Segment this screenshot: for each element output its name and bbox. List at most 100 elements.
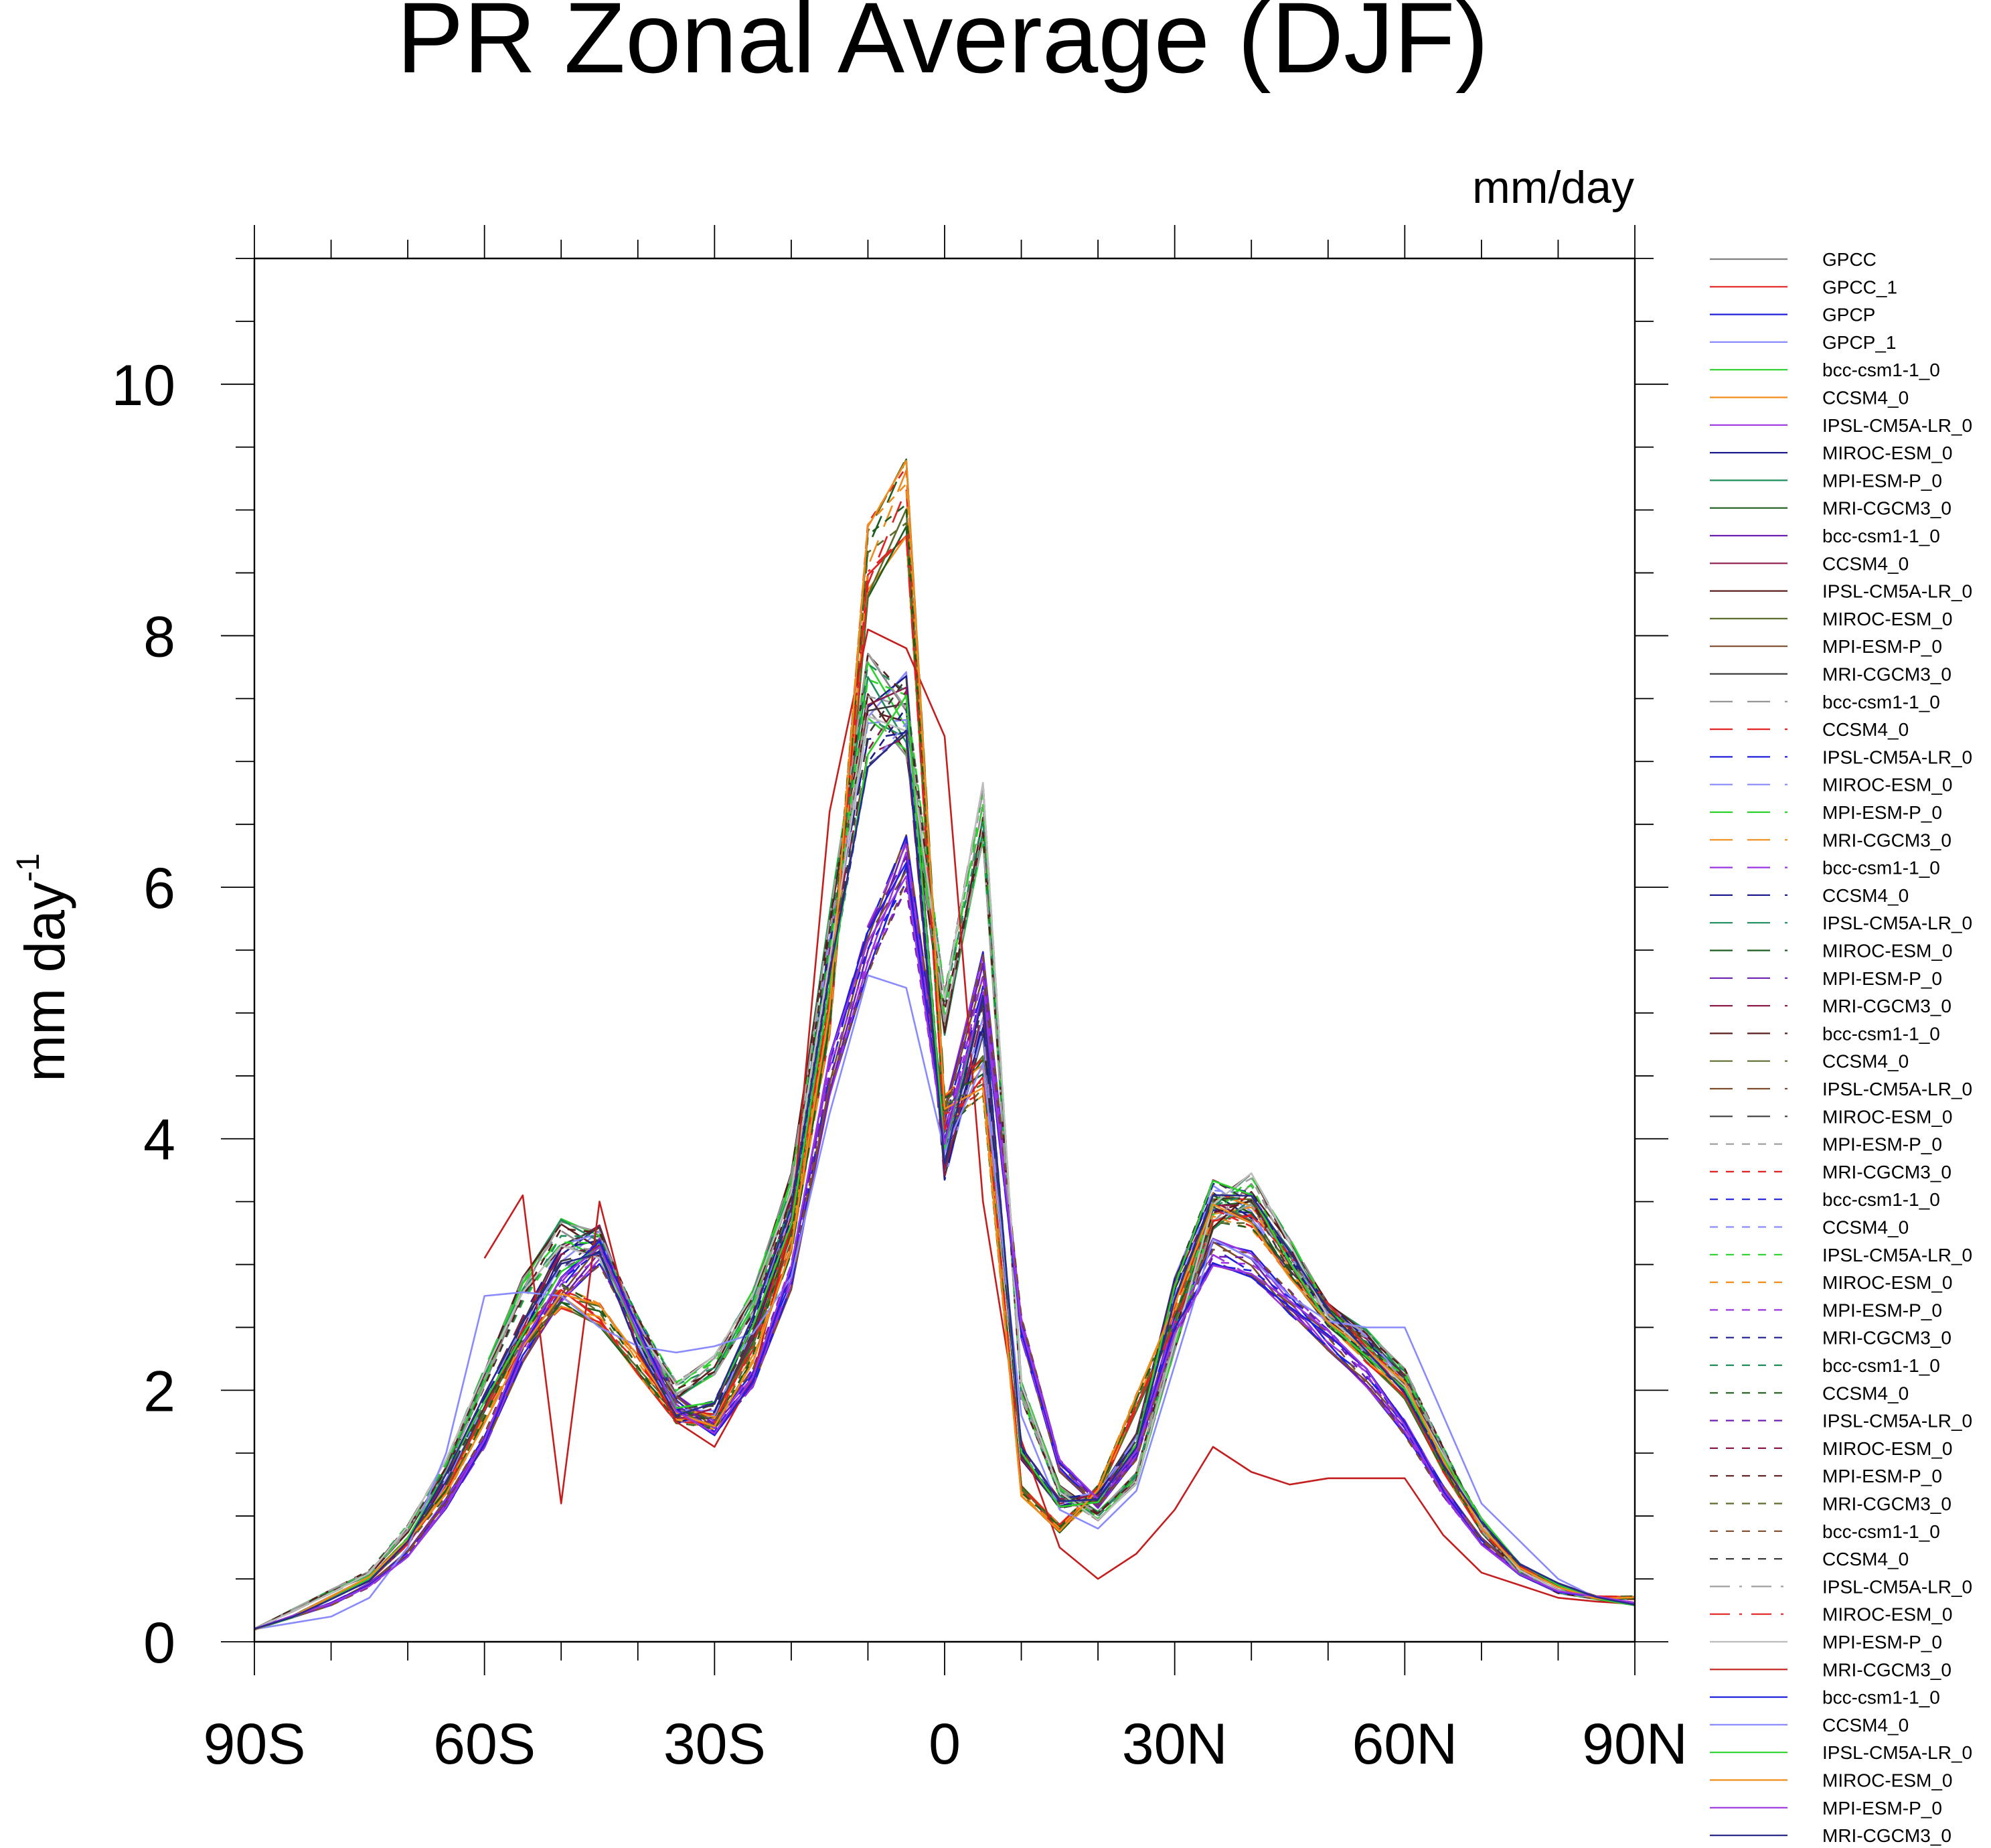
y-tick-label: 6 [143, 856, 175, 921]
legend-label: IPSL-CM5A-LR_0 [1822, 1079, 1972, 1099]
legend-label: bcc-csm1-1_0 [1822, 1521, 1940, 1542]
legend-label: CCSM4_0 [1822, 1715, 1909, 1736]
legend-label: CCSM4_0 [1822, 1217, 1909, 1238]
legend-label: CCSM4_0 [1822, 719, 1909, 740]
series-line [254, 737, 1635, 1630]
x-tick-label: 30S [663, 1712, 766, 1776]
legend-label: bcc-csm1-1_0 [1822, 1189, 1940, 1210]
legend-label: MIROC-ESM_0 [1822, 1770, 1952, 1791]
legend-label: MIROC-ESM_0 [1822, 941, 1952, 961]
legend-label: MRI-CGCM3_0 [1822, 1328, 1952, 1349]
legend-label: MIROC-ESM_0 [1822, 609, 1952, 629]
legend-label: MPI-ESM-P_0 [1822, 1798, 1942, 1819]
x-tick-label: 30N [1122, 1712, 1228, 1776]
legend-label: CCSM4_0 [1822, 388, 1909, 408]
legend-label: MRI-CGCM3_0 [1822, 830, 1952, 850]
series-layer [254, 457, 1635, 1631]
legend-label: IPSL-CM5A-LR_0 [1822, 913, 1972, 933]
legend-label: bcc-csm1-1_0 [1822, 526, 1940, 546]
legend-label: MIROC-ESM_0 [1822, 1438, 1952, 1459]
series-line [254, 835, 1635, 1630]
legend-label: bcc-csm1-1_0 [1822, 858, 1940, 878]
x-tick-label: 90N [1582, 1712, 1688, 1776]
series-line [254, 715, 1635, 1630]
series-line [254, 522, 1635, 1630]
legend-label: GPCC [1822, 249, 1877, 270]
y-tick-label: 10 [111, 354, 175, 418]
series-line [254, 678, 1635, 1631]
units-label: mm/day [1472, 162, 1634, 213]
legend-label: IPSL-CM5A-LR_0 [1822, 581, 1972, 602]
series-line [254, 504, 1635, 1630]
y-axis-title: mm day-1 [11, 853, 76, 1081]
series-line [254, 875, 1635, 1630]
x-tick-label: 60S [433, 1712, 536, 1776]
legend-label: MIROC-ESM_0 [1822, 1272, 1952, 1293]
legend-label: bcc-csm1-1_0 [1822, 1355, 1940, 1376]
y-tick-label: 0 [143, 1611, 175, 1675]
legend-label: MIROC-ESM_0 [1822, 775, 1952, 795]
legend-label: bcc-csm1-1_0 [1822, 1687, 1940, 1708]
series-line [254, 731, 1635, 1630]
legend-label: MIROC-ESM_0 [1822, 443, 1952, 463]
series-line [254, 459, 1635, 1630]
legend-label: IPSL-CM5A-LR_0 [1822, 1742, 1972, 1763]
legend-label: GPCC_1 [1822, 277, 1897, 297]
legend-label: bcc-csm1-1_0 [1822, 360, 1940, 380]
legend-label: CCSM4_0 [1822, 553, 1909, 574]
legend-label: MPI-ESM-P_0 [1822, 968, 1942, 989]
series-line [254, 729, 1635, 1630]
legend-label: CCSM4_0 [1822, 1549, 1909, 1569]
y-tick-label: 4 [143, 1108, 175, 1172]
y-tick-label: 8 [143, 605, 175, 669]
series-line [254, 717, 1635, 1630]
legend-label: MPI-ESM-P_0 [1822, 1134, 1942, 1155]
legend-label: MRI-CGCM3_0 [1822, 996, 1952, 1016]
legend-label: MIROC-ESM_0 [1822, 1106, 1952, 1127]
y-axis-title-superscript: -1 [11, 853, 46, 882]
legend-label: bcc-csm1-1_0 [1822, 692, 1940, 712]
x-tick-label: 60N [1352, 1712, 1457, 1776]
x-tick-labels: 90S 60S 30S 0 30N 60N 90N [203, 1712, 1687, 1776]
legend-label: bcc-csm1-1_0 [1822, 1023, 1940, 1044]
series-line [254, 694, 1635, 1630]
legend-label: IPSL-CM5A-LR_0 [1822, 1245, 1972, 1265]
legend-label: MRI-CGCM3_0 [1822, 1162, 1952, 1182]
series-line [254, 652, 1635, 1630]
series-line [254, 733, 1635, 1630]
series-line [254, 706, 1635, 1630]
legend-label: MPI-ESM-P_0 [1822, 802, 1942, 823]
legend-label: CCSM4_0 [1822, 1051, 1909, 1072]
legend-label: MRI-CGCM3_0 [1822, 664, 1952, 685]
legend-label: CCSM4_0 [1822, 885, 1909, 906]
legend-label: MPI-ESM-P_0 [1822, 636, 1942, 657]
legend-label: MPI-ESM-P_0 [1822, 470, 1942, 491]
series-line [483, 628, 1635, 1605]
series-line [254, 870, 1635, 1630]
series-line [254, 834, 1635, 1631]
y-axis-title-text: mm day [13, 882, 76, 1082]
legend-label: IPSL-CM5A-LR_0 [1822, 1411, 1972, 1432]
legend-label: MPI-ESM-P_0 [1822, 1632, 1942, 1652]
legend-label: CCSM4_0 [1822, 1383, 1909, 1403]
y-tick-labels: 0 2 4 6 8 10 [111, 354, 175, 1675]
legend-label: MRI-CGCM3_0 [1822, 1494, 1952, 1515]
legend-label: MIROC-ESM_0 [1822, 1604, 1952, 1625]
y-tick-label: 2 [143, 1359, 175, 1423]
legend-label: IPSL-CM5A-LR_0 [1822, 1576, 1972, 1597]
legend-label: GPCP_1 [1822, 332, 1897, 353]
series-line [254, 862, 1635, 1630]
svg-text:mm day-1: mm day-1 [11, 853, 76, 1081]
series-line [254, 534, 1635, 1630]
legend-label: MRI-CGCM3_0 [1822, 498, 1952, 519]
series-line [254, 865, 1635, 1630]
x-tick-label: 0 [929, 1712, 961, 1776]
legend-label: GPCP [1822, 305, 1875, 325]
legend-label: MRI-CGCM3_0 [1822, 1659, 1952, 1680]
legend: GPCC GPCC_1 GPCP GPCP_1 bcc-csm1-1_0 CCSM4_0 I… [1710, 249, 1972, 1846]
legend-label: MPI-ESM-P_0 [1822, 1300, 1942, 1320]
axes-layer [221, 225, 1668, 1675]
legend-label: IPSL-CM5A-LR_0 [1822, 747, 1972, 767]
legend-label: MPI-ESM-P_0 [1822, 1466, 1942, 1486]
